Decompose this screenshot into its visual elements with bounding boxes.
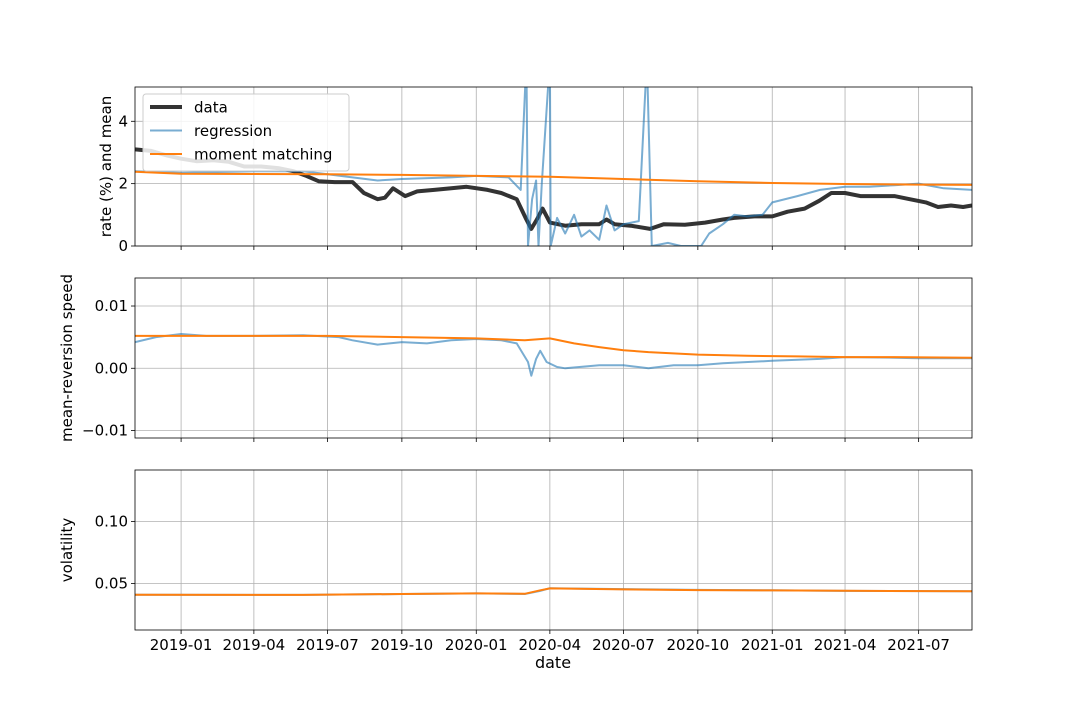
x-tick-label: 2020-07	[592, 636, 655, 654]
x-tick-label: 2020-01	[445, 636, 508, 654]
x-tick-label: 2019-01	[150, 636, 213, 654]
x-tick-label: 2021-07	[887, 636, 950, 654]
series-group	[135, 587, 972, 596]
x-tick-label: 2021-01	[741, 636, 804, 654]
y-tick-label: −0.01	[82, 422, 128, 440]
series-line-moment-matching	[135, 170, 972, 186]
series-line-regression	[135, 333, 972, 377]
y-tick-label: 0.05	[95, 574, 128, 592]
y-tick-label: 4	[118, 112, 128, 130]
y-axis-label: volatility	[58, 518, 76, 583]
x-tick-label: 2019-10	[371, 636, 434, 654]
x-tick-label: 2021-04	[814, 636, 877, 654]
plot-frame	[134, 277, 973, 439]
y-tick-label: 0.00	[95, 359, 128, 377]
y-tick-label: 0.01	[95, 297, 128, 315]
panel-2: −0.01 0.00 0.01 mean-reversion speed	[58, 274, 973, 442]
x-tick-label: 2019-04	[223, 636, 286, 654]
series-line-moment-matching	[135, 587, 972, 596]
y-tick-label: 0	[118, 237, 128, 255]
plot-frame	[134, 86, 973, 247]
series-line-moment-matching	[135, 334, 972, 359]
y-axis-label: mean-reversion speed	[58, 274, 76, 442]
legend: data regression moment matching	[142, 93, 350, 172]
y-tick-label: 0.10	[95, 512, 128, 530]
plot-frame	[134, 469, 973, 631]
series-group	[135, 333, 972, 377]
x-tick-label: 2020-10	[667, 636, 730, 654]
legend-label: regression	[194, 122, 272, 140]
legend-label: moment matching	[194, 146, 332, 164]
x-axis-label: date	[535, 653, 571, 672]
legend-label: data	[194, 99, 228, 117]
legend-box	[142, 93, 350, 172]
y-axis-label: rate (%) and mean	[97, 96, 115, 238]
panel-3: 2019-01 2019-04 2019-07 2019-10 2020-01 2020-…	[58, 469, 973, 654]
series-line-regression	[135, 87, 972, 246]
x-tick-label: 2020-04	[519, 636, 582, 654]
x-tick-label: 2019-07	[296, 636, 359, 654]
y-tick-label: 2	[118, 175, 128, 193]
